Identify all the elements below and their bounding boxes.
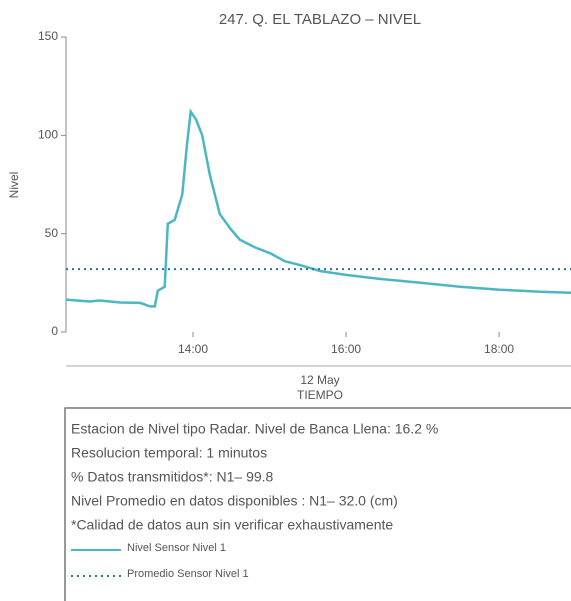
x-tick-label: 16:00 [331,342,361,356]
series-line [65,108,571,308]
legend-label: Nivel Sensor Nivel 1 [127,542,226,554]
y-tick-label: 100 [38,128,58,142]
info-text: Nivel Promedio en datos disponibles : N1… [71,493,398,509]
info-text: *Calidad de datos aun sin verificar exha… [71,517,393,533]
y-tick-label: 150 [38,29,58,43]
y-tick-label: 50 [45,226,59,240]
info-text: Resolucion temporal: 1 minutos [71,445,267,461]
date-label: 12 May [300,373,339,387]
x-axis-label: TIEMPO [297,388,343,402]
info-text: % Datos transmitidos*: N1– 99.8 [71,469,274,485]
legend-label: Promedio Sensor Nivel 1 [127,568,249,580]
x-tick-label: 18:00 [484,342,514,356]
y-tick-label: 0 [51,324,58,338]
chart-title: 247. Q. EL TABLAZO – NIVEL [219,11,421,28]
x-tick-label: 14:00 [178,342,208,356]
y-axis-label: Nivel [7,172,21,199]
info-box [64,407,571,601]
info-text: Estacion de Nivel tipo Radar. Nivel de B… [71,421,438,437]
